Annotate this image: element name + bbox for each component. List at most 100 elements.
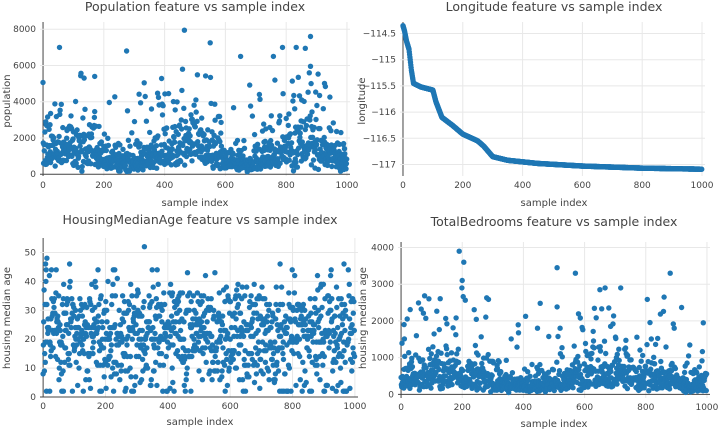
data-point (426, 296, 432, 302)
y-tick-label: −116 (371, 108, 396, 118)
y-tick-label: 2000 (13, 134, 36, 144)
data-point (335, 324, 341, 331)
data-point (100, 345, 107, 351)
data-point (194, 118, 200, 125)
data-point (483, 314, 489, 320)
data-point (312, 147, 319, 153)
x-tick-label: 800 (284, 402, 301, 412)
data-point (72, 98, 79, 105)
data-point (477, 380, 483, 386)
x-axis-title: sample index (521, 198, 588, 209)
x-tick-labels: 0 200 400 600 800 1000 (40, 181, 359, 191)
data-point (498, 368, 504, 375)
data-point (160, 362, 167, 368)
data-point (339, 353, 345, 360)
data-point (489, 372, 495, 379)
data-point (284, 324, 290, 331)
data-point (98, 139, 105, 145)
y-axis-title: housing median age (358, 267, 369, 369)
x-tick-label: 1000 (691, 181, 714, 191)
y-tick-label: 8000 (13, 25, 36, 35)
data-point (343, 160, 350, 167)
data-point (55, 313, 61, 319)
data-point (293, 159, 299, 165)
data-point (345, 336, 352, 342)
data-point (401, 336, 408, 342)
gridlines (398, 242, 710, 398)
data-point (182, 388, 188, 394)
data-point (503, 357, 509, 363)
data-point (95, 324, 102, 331)
data-point (314, 272, 321, 279)
data-point (266, 377, 272, 383)
data-point (141, 244, 148, 250)
data-point (253, 345, 259, 351)
data-point (320, 106, 326, 112)
data-point (280, 356, 287, 363)
data-point (333, 284, 340, 290)
data-point (62, 345, 69, 351)
data-point (163, 353, 169, 360)
data-point (73, 342, 80, 348)
data-point (256, 293, 262, 299)
gridlines (400, 22, 705, 176)
data-point (443, 346, 450, 352)
data-point (90, 350, 96, 357)
data-point (227, 336, 233, 342)
data-point (47, 110, 54, 117)
data-point (699, 358, 705, 364)
data-point (161, 290, 167, 296)
data-point (230, 356, 236, 363)
data-point (63, 157, 70, 164)
data-point (264, 319, 270, 325)
data-point (350, 310, 356, 316)
data-point (244, 284, 250, 290)
data-point (572, 270, 579, 276)
data-point (402, 353, 408, 359)
data-point (342, 307, 349, 313)
data-point (302, 307, 308, 313)
data-point (58, 359, 64, 365)
data-point (194, 72, 201, 78)
y-tick-label: 0 (30, 393, 36, 403)
data-point (312, 296, 318, 302)
data-point (41, 368, 48, 374)
data-point (160, 103, 166, 109)
data-point (194, 290, 201, 296)
data-point (165, 90, 172, 97)
data-point (337, 365, 344, 371)
data-point (302, 45, 308, 51)
data-point (117, 377, 123, 383)
y-tick-labels: 0 2000 4000 6000 8000 (13, 25, 36, 180)
data-point (65, 356, 72, 363)
data-point (120, 319, 127, 325)
data-point (582, 340, 589, 347)
data-point (157, 313, 163, 319)
data-point (241, 356, 247, 363)
data-point (210, 165, 216, 171)
data-point (333, 359, 339, 365)
data-point (182, 162, 188, 168)
data-point (94, 319, 101, 325)
data-point (154, 165, 160, 171)
data-point (666, 386, 673, 392)
data-point (327, 272, 334, 279)
data-point (60, 368, 66, 374)
data-point (344, 156, 350, 162)
data-point (220, 313, 226, 319)
data-point (220, 345, 226, 351)
data-point (453, 315, 459, 321)
data-point (342, 151, 348, 157)
data-point (575, 353, 581, 360)
data-point (266, 307, 272, 313)
data-point (203, 359, 209, 365)
x-tick-label: 800 (634, 181, 651, 191)
data-point (636, 364, 642, 371)
data-point (65, 298, 71, 305)
data-point (485, 296, 492, 303)
y-tick-label: 40 (25, 277, 37, 287)
data-point (112, 267, 118, 273)
data-point (198, 319, 205, 325)
data-point (268, 142, 275, 148)
data-point (591, 305, 598, 311)
